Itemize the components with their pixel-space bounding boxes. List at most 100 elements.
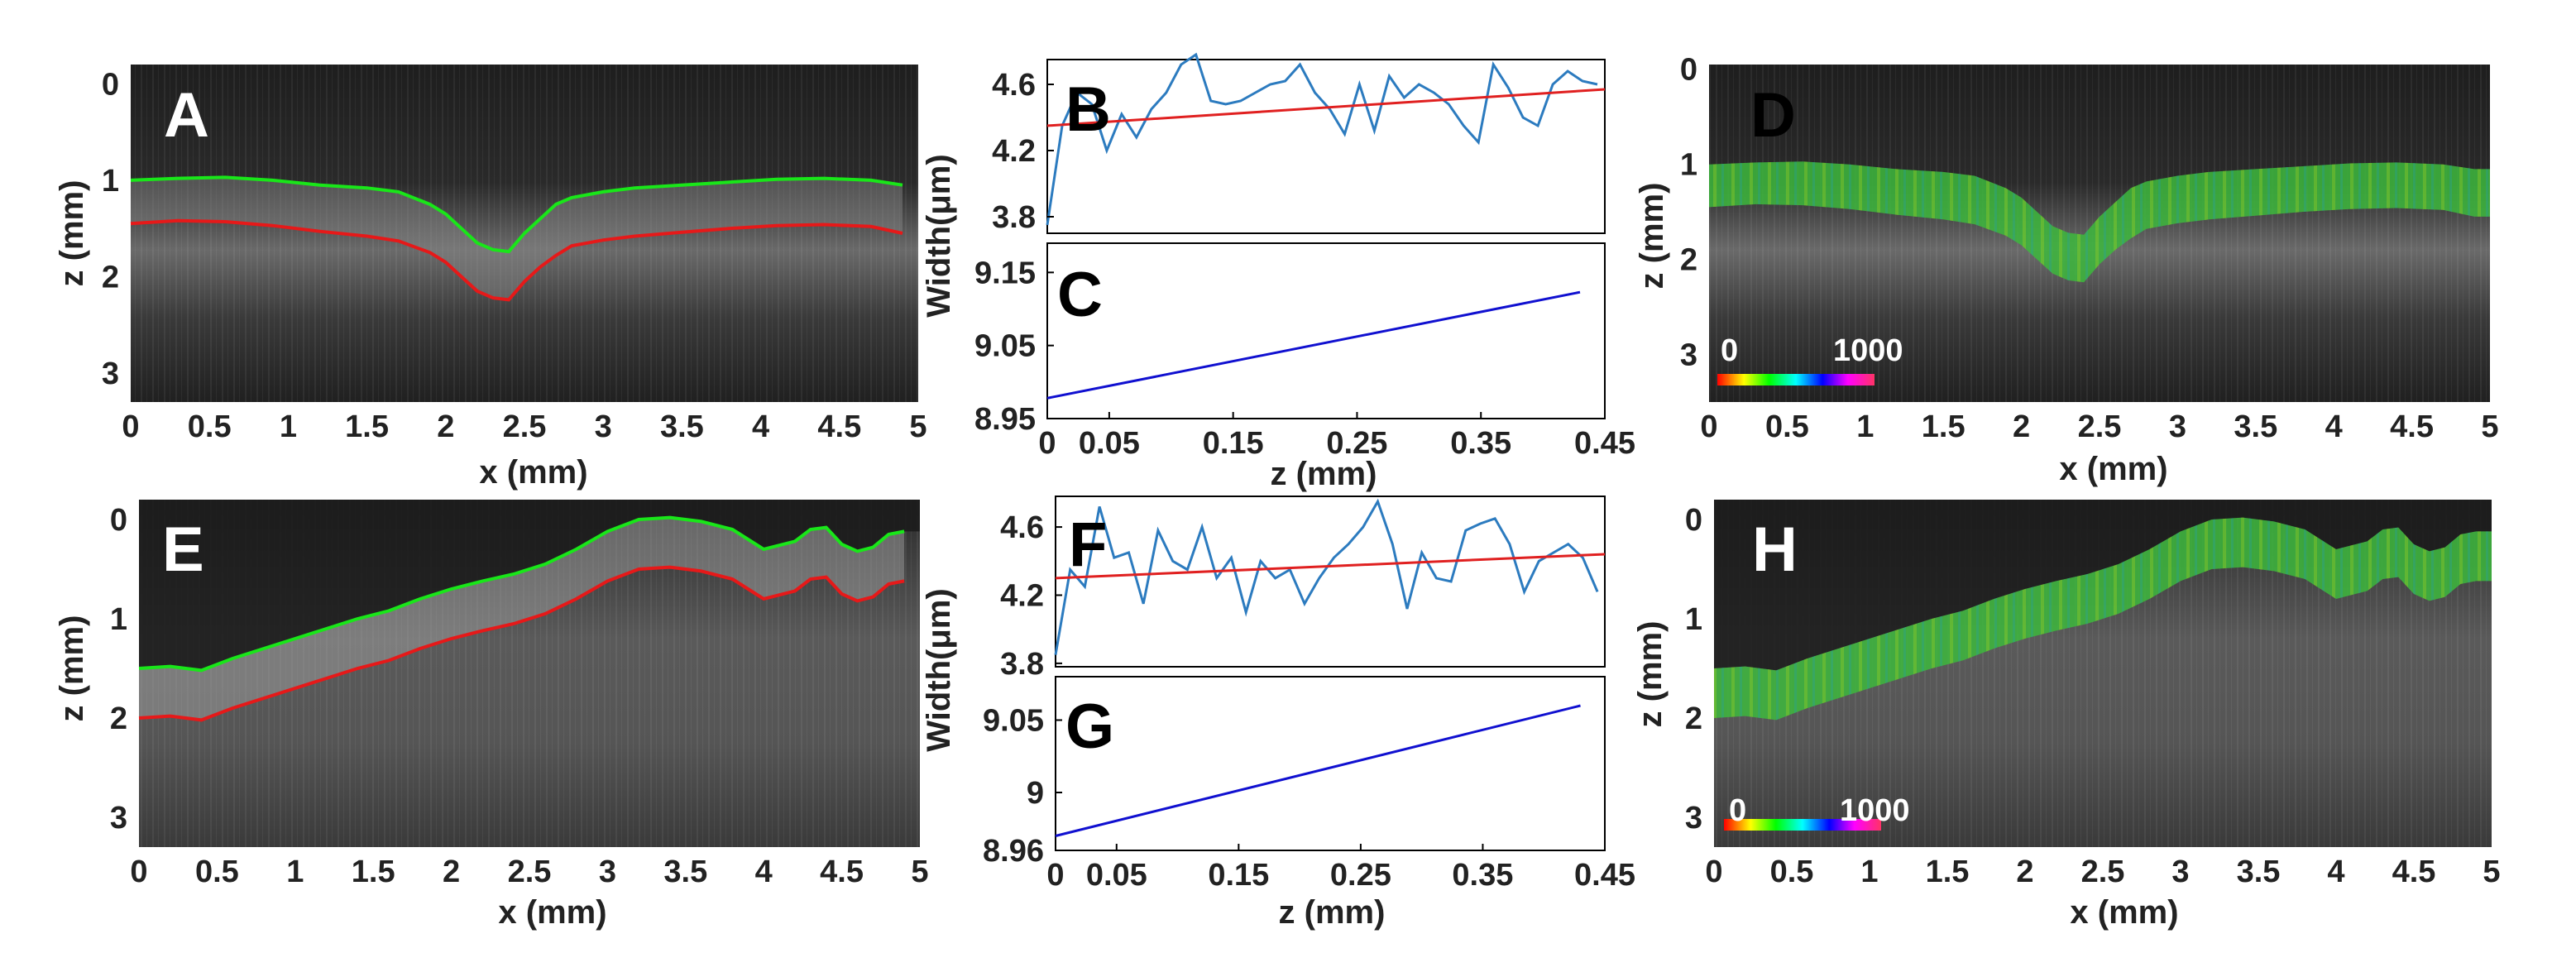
panel-h-ylabel: z (mm)	[1632, 621, 1669, 728]
panel-c-ytick-label: 9.15	[974, 256, 1036, 290]
panel-b-ytick-label: 4.2	[992, 134, 1036, 169]
panel-e-xtick-label: 0.5	[195, 855, 239, 889]
panel-e-xtick-label: 5	[911, 855, 928, 889]
panel-h-xtick-label: 3.5	[2237, 855, 2281, 889]
panel-h-ytick-label: 1	[1685, 602, 1702, 637]
panel-c-ytick-label: 9.05	[974, 329, 1036, 364]
panel-d: D 0 1000 0 1 2 3 0 0.5 1 1.5 2 2.5 3 3.5 4 4.5 5 x (m…	[1634, 53, 2499, 487]
panel-d-ytick-label: 3	[1680, 338, 1697, 373]
panel-g-xlabel: z (mm)	[1279, 894, 1386, 931]
panel-d-ytick-label: 2	[1680, 243, 1697, 278]
panel-e-xtick-label: 1	[286, 855, 304, 889]
panel-a-series-lower-boundary	[130, 218, 903, 302]
panel-g-xtick-label: 0.25	[1330, 858, 1391, 893]
panel-a-ytick-label: 2	[102, 261, 119, 295]
panel-h-xtick-label: 0	[1705, 855, 1722, 889]
panel-e-letter: E	[162, 515, 204, 585]
panel-h-xtick-label: 4.5	[2392, 855, 2436, 889]
panel-e-xtick-label: 3	[599, 855, 616, 889]
panel-h-dark-top	[1714, 500, 2492, 671]
panel-c-xtick-label: 0.05	[1079, 426, 1140, 461]
panel-e-xtick-label: 4.5	[820, 855, 864, 889]
panel-d-xtick-label: 0	[1700, 409, 1717, 444]
panel-e-series-upper-boundary	[138, 515, 905, 673]
panel-g: G 9.05 9 8.96 0 0.05 0.15 0.25 0.35 0.45 z (mm)	[983, 676, 1635, 931]
panel-b-ytick-label: 4.6	[992, 68, 1036, 103]
panel-e-tissue-band	[139, 517, 905, 721]
panel-c-xtick-label: 0.15	[1203, 426, 1264, 461]
panel-b-letter: B	[1065, 74, 1111, 145]
panel-a-tissue-band	[131, 177, 903, 300]
panel-d-ytick-label: 1	[1680, 148, 1697, 183]
panel-a-xtick-label: 3	[595, 409, 612, 444]
panel-a-xtick-label: 2	[437, 409, 454, 444]
panel-d-xtick-label: 4.5	[2390, 409, 2434, 444]
panel-a-ytick-label: 1	[102, 164, 119, 199]
panel-e-xtick-label: 0	[130, 855, 147, 889]
panel-d-cbar-max: 1000	[1833, 333, 1903, 368]
panel-a-ytick-label: 3	[102, 357, 119, 391]
panel-c-xtick-label: 0	[1038, 426, 1056, 461]
panel-c-xtick-label: 0.35	[1450, 426, 1511, 461]
panel-d-letter: D	[1750, 80, 1796, 151]
panel-e-ytick-label: 0	[110, 503, 127, 538]
panel-e-dark-top	[139, 500, 920, 671]
panel-a-xtick-label: 3.5	[660, 409, 704, 444]
panel-e-ytick-label: 3	[110, 801, 127, 836]
panel-a-series-upper-boundary	[130, 175, 903, 254]
panel-h-xtick-label: 3	[2171, 855, 2189, 889]
panel-c-series-fit	[1046, 290, 1581, 400]
panel-g-ytick-label: 8.96	[983, 834, 1044, 869]
panel-e-xtick-label: 2	[443, 855, 460, 889]
panel-fg-ylabel: Width(μm)	[921, 588, 957, 751]
panel-a-xtick-label: 2.5	[503, 409, 547, 444]
panel-d-xtick-label: 3.5	[2234, 409, 2277, 444]
panel-d-ylabel: z (mm)	[1634, 183, 1670, 290]
panel-h-ytick-label: 3	[1685, 801, 1702, 836]
panel-e-ytick-label: 2	[110, 701, 127, 736]
panel-a-xtick-label: 5	[909, 409, 926, 444]
panel-h-xtick-label: 2	[2016, 855, 2033, 889]
panel-a: A 0 1 2 3 0 0.5 1 1.5 2 2.5 3 3.5 4 4.5 5 x (mm) z (m…	[54, 65, 927, 491]
panel-g-xtick-label: 0.05	[1086, 858, 1147, 893]
panel-f-series-fit	[1055, 553, 1606, 580]
panel-bc-ylabel: Width(μm)	[921, 154, 957, 317]
panel-d-xtick-label: 4	[2325, 409, 2343, 444]
panel-g-ytick-label: 9	[1027, 776, 1044, 811]
panel-b-ytick-label: 3.8	[992, 200, 1036, 235]
panel-d-xtick-label: 2	[2013, 409, 2030, 444]
panel-h-cbar-max: 1000	[1840, 793, 1910, 828]
panel-d-colorbar	[1717, 374, 1875, 385]
panel-h: H 0 1000 0 1 2 3 0 0.5 1 1.5 2 2.5 3 3.5 4 4.5 5 x (m…	[1632, 500, 2501, 931]
panel-h-xlabel: x (mm)	[2070, 894, 2178, 931]
panel-h-ytick-label: 0	[1685, 503, 1702, 538]
panel-f-ytick-label: 3.8	[1000, 647, 1044, 682]
panel-h-xtick-label: 1	[1860, 855, 1878, 889]
panel-d-xtick-label: 0.5	[1765, 409, 1809, 444]
panel-g-series-fit	[1055, 704, 1581, 837]
panel-c-xlabel: z (mm)	[1271, 456, 1377, 492]
panel-c-xtick-label: 0.25	[1326, 426, 1387, 461]
panel-d-xtick-label: 5	[2481, 409, 2498, 444]
panel-e: E 0 1 2 3 0 0.5 1 1.5 2 2.5 3 3.5 4 4.5 5 x (mm) z (m…	[54, 500, 929, 931]
panel-d-xtick-label: 1.5	[1922, 409, 1966, 444]
panel-a-letter: A	[164, 80, 209, 151]
panel-h-xtick-label: 1.5	[1926, 855, 1970, 889]
panel-b: B 4.6 4.2 3.8	[992, 52, 1606, 235]
panel-g-xtick-label: 0.45	[1574, 858, 1635, 893]
panel-a-xtick-label: 1.5	[345, 409, 389, 444]
panel-f-ytick-label: 4.2	[1000, 579, 1044, 614]
panel-g-xtick-label: 0.35	[1452, 858, 1513, 893]
panel-d-xlabel: x (mm)	[2059, 451, 2167, 487]
panel-b-axes	[1046, 59, 1606, 234]
panel-a-ytick-label: 0	[102, 67, 119, 102]
panel-f-ytick-label: 4.6	[1000, 510, 1044, 545]
panel-c-letter: C	[1057, 260, 1103, 330]
panel-c-axes	[1046, 242, 1606, 419]
panel-d-xtick-label: 2.5	[2078, 409, 2122, 444]
panel-g-axes	[1055, 676, 1606, 851]
panel-g-ytick-label: 9.05	[983, 704, 1044, 739]
panel-h-letter: H	[1752, 515, 1798, 585]
panel-c-ytick-label: 8.95	[974, 402, 1036, 437]
